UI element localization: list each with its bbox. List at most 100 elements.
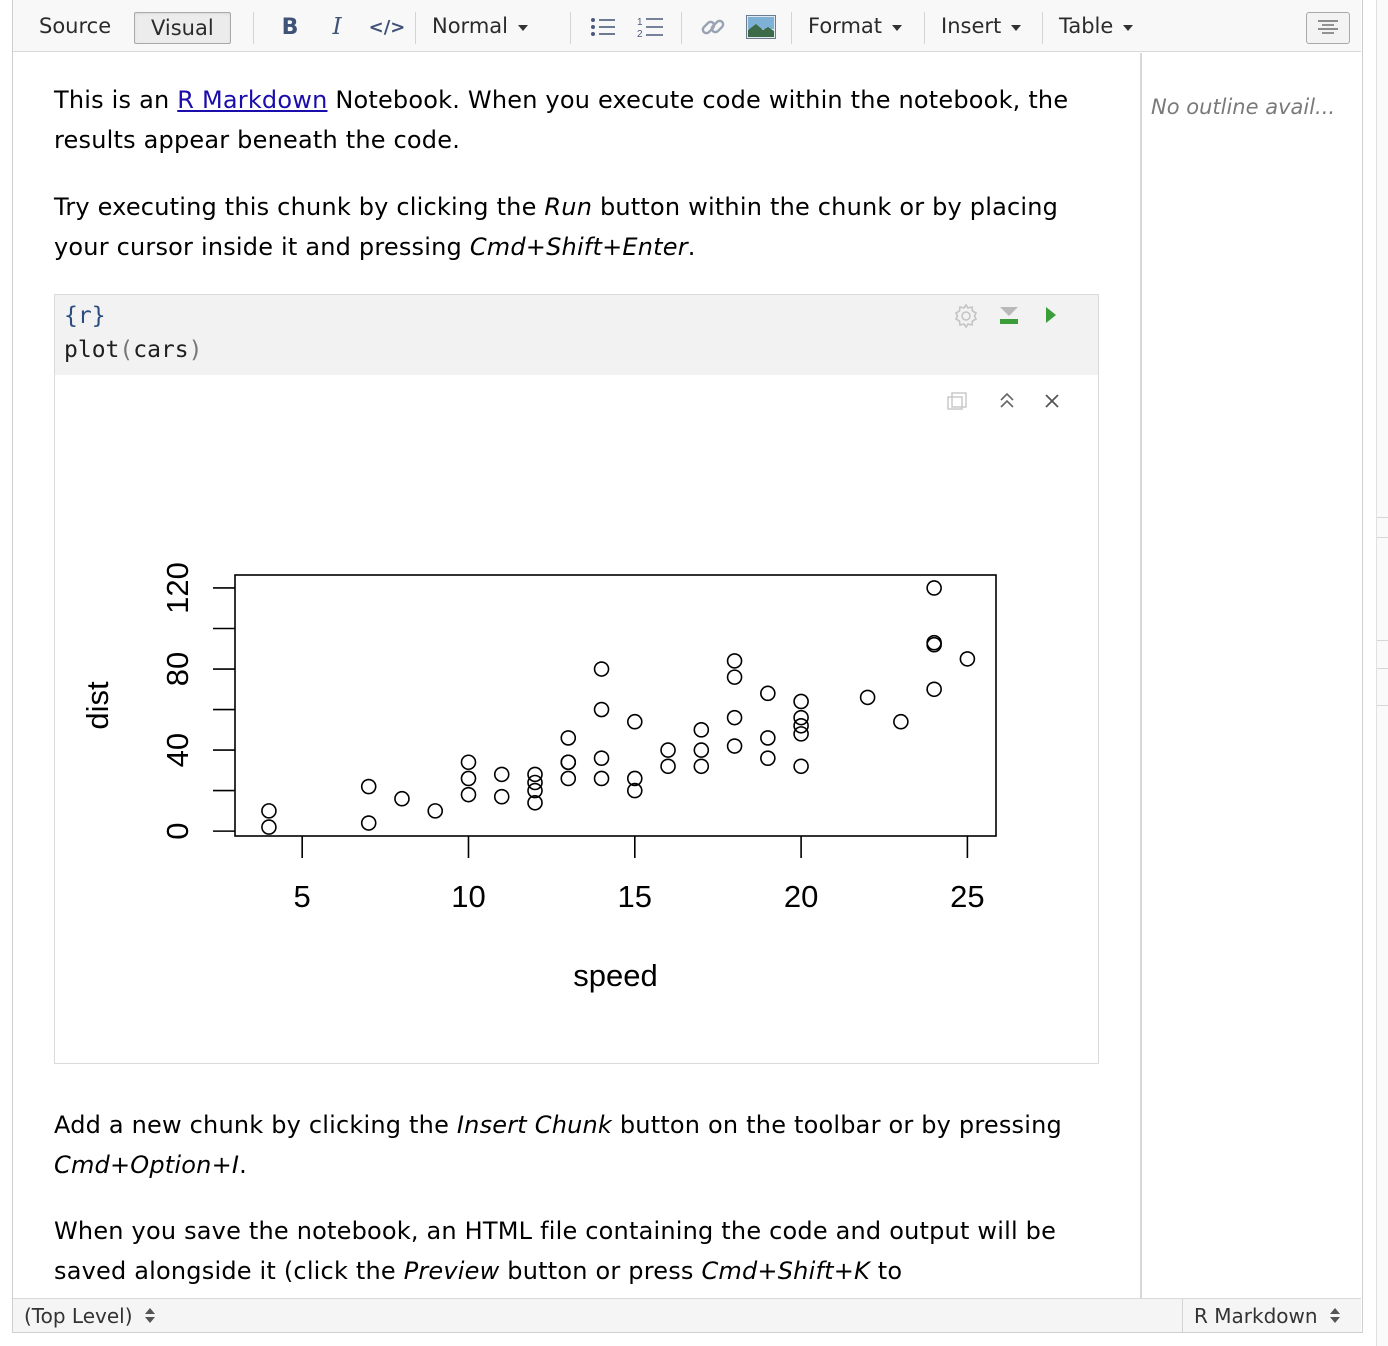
link-button[interactable]	[699, 13, 727, 41]
paragraph-style-dropdown[interactable]: Normal	[432, 0, 528, 52]
toolbar-divider	[415, 12, 416, 44]
italic-button[interactable]: I	[323, 13, 351, 41]
document-type-selector[interactable]: R Markdown	[1194, 1299, 1340, 1332]
paragraph-save-notebook: When you save the notebook, an HTML file…	[54, 1217, 1057, 1285]
paragraph-run-instructions: Try executing this chunk by clicking the…	[54, 193, 1059, 261]
data-point	[760, 750, 776, 766]
y-axis-label: dist	[80, 681, 115, 730]
data-point	[693, 758, 710, 775]
source-mode-button[interactable]: Source	[39, 14, 112, 38]
x-axis-label: speed	[573, 958, 657, 993]
data-point	[626, 770, 643, 787]
clear-output-button[interactable]	[1042, 391, 1062, 415]
data-point	[726, 709, 743, 726]
data-point	[893, 713, 909, 730]
data-point	[793, 726, 809, 742]
chunk-code-area[interactable]: {r} plot(cars)	[55, 295, 1098, 375]
data-point	[926, 634, 942, 651]
data-point	[427, 803, 444, 819]
data-point	[593, 750, 610, 766]
chevron-down-icon	[1011, 24, 1022, 31]
x-tick-label: 5	[294, 879, 311, 914]
toolbar-divider	[1042, 12, 1043, 44]
visual-mode-button[interactable]: Visual	[134, 12, 231, 44]
run-previous-chunks-button[interactable]	[998, 303, 1020, 329]
bullet-list-icon	[591, 18, 615, 36]
data-point	[560, 754, 577, 771]
data-point	[593, 770, 610, 787]
data-point	[460, 786, 477, 803]
chunk-output-plot: 5 10 15 20 25 0 40 80 120 speed dist	[80, 562, 997, 993]
scope-label: (Top Level)	[24, 1303, 133, 1328]
bullet-list-button[interactable]	[589, 13, 617, 41]
code-button[interactable]: </>	[369, 13, 406, 41]
paragraph-style-label: Normal	[432, 14, 508, 38]
data-point	[726, 653, 743, 669]
document-editor[interactable]: This is an R Markdown Notebook. When you…	[13, 53, 1140, 1298]
r-markdown-link[interactable]: R Markdown	[177, 86, 328, 114]
insert-menu[interactable]: Insert	[941, 0, 1022, 52]
toolbar-divider	[924, 12, 925, 44]
x-tick-label: 10	[451, 879, 485, 914]
play-icon	[1046, 307, 1056, 323]
bold-button[interactable]: B	[276, 13, 304, 41]
toolbar-divider	[681, 12, 682, 44]
chunk-options-button[interactable]	[953, 303, 979, 329]
data-point	[660, 758, 676, 775]
data-point	[527, 782, 543, 799]
table-menu[interactable]: Table	[1059, 0, 1134, 52]
link-icon	[701, 19, 725, 35]
chevron-down-icon	[517, 24, 528, 31]
italic-icon: I	[332, 14, 342, 40]
y-axis: 0 40 80 120	[160, 562, 235, 840]
outline-empty-message: No outline avail...	[1151, 95, 1336, 119]
y-tick-label: 40	[160, 733, 195, 767]
data-point	[726, 669, 743, 685]
run-chunk-button[interactable]	[1043, 303, 1059, 329]
toggle-outline-button[interactable]	[1306, 12, 1350, 44]
numbered-list-icon: 12	[637, 17, 663, 39]
data-point	[760, 730, 776, 746]
x-tick-label: 25	[950, 879, 984, 914]
toolbar-divider	[570, 12, 571, 44]
data-points	[261, 580, 976, 835]
expand-output-button[interactable]	[945, 391, 969, 415]
data-point	[793, 709, 809, 726]
toolbar-divider	[253, 12, 254, 44]
y-tick-label: 0	[160, 823, 195, 840]
chevron-down-icon	[892, 24, 903, 31]
insert-image-button[interactable]	[745, 13, 777, 41]
data-point	[693, 742, 710, 758]
data-point	[859, 689, 876, 706]
data-point	[626, 713, 643, 730]
updown-icon	[1329, 1308, 1340, 1323]
status-bar: (Top Level) R Markdown	[13, 1298, 1361, 1332]
data-point	[693, 722, 710, 738]
y-tick-label: 80	[160, 652, 195, 686]
run-above-icon	[1000, 307, 1018, 324]
close-icon	[1045, 394, 1059, 408]
data-point	[793, 693, 809, 710]
chunk-code-line: plot(cars)	[64, 337, 203, 363]
data-point	[560, 770, 577, 787]
scope-selector[interactable]: (Top Level)	[24, 1299, 155, 1332]
bold-icon: B	[281, 14, 299, 40]
format-menu[interactable]: Format	[808, 0, 903, 52]
chevron-down-icon	[1123, 24, 1134, 31]
data-point	[493, 766, 510, 783]
image-icon	[746, 15, 776, 39]
svg-text:2: 2	[637, 29, 643, 39]
data-point	[793, 717, 809, 734]
data-point	[527, 774, 543, 791]
code-chunk: {r} plot(cars) 5 10 15 20 25 0 40 80 120	[54, 294, 1099, 1064]
paragraph-intro: This is an R Markdown Notebook. When you…	[54, 86, 1069, 154]
data-point	[527, 794, 543, 811]
collapse-output-button[interactable]	[997, 391, 1017, 415]
status-divider	[1182, 1299, 1183, 1332]
data-point	[793, 758, 809, 775]
data-point	[560, 730, 577, 746]
data-point	[593, 701, 610, 718]
svg-text:1: 1	[637, 17, 643, 28]
